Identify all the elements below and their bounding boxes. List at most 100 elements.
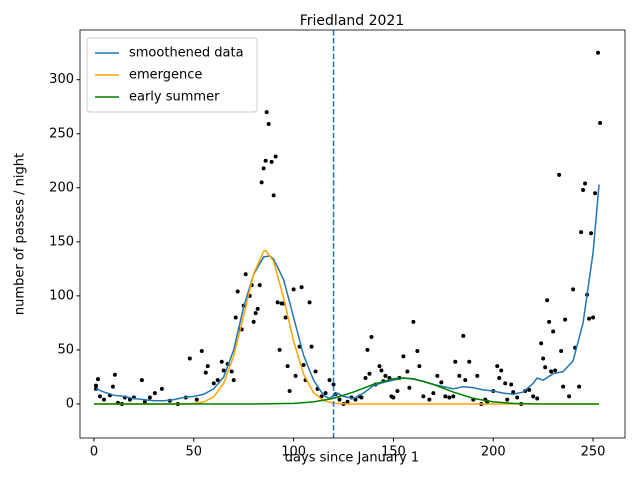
scatter-point [557, 172, 562, 177]
scatter-point [147, 395, 152, 400]
scatter-point [215, 378, 220, 383]
scatter-point [463, 378, 468, 383]
scatter-point [443, 394, 448, 399]
chart-title: Friedland 2021 [300, 13, 405, 29]
legend-label: smoothened data [129, 46, 244, 61]
scatter-point [275, 300, 280, 305]
scatter-point [331, 382, 336, 387]
x-tick-label: 250 [581, 445, 606, 460]
y-tick-label: 100 [49, 288, 74, 303]
scatter-point [395, 388, 400, 393]
scatter-point [475, 373, 480, 378]
scatter-point [139, 378, 144, 383]
scatter-point [299, 285, 304, 290]
x-tick-label: 50 [186, 445, 203, 460]
scatter-point [401, 354, 406, 359]
scatter-point [551, 329, 556, 334]
scatter-point [383, 373, 388, 378]
scatter-point [235, 289, 240, 294]
scatter-point [541, 356, 546, 361]
scatter-point [553, 368, 558, 373]
scatter-point [577, 384, 582, 389]
scatter-point [221, 368, 226, 373]
scatter-point [531, 394, 536, 399]
scatter-point [391, 395, 396, 400]
x-tick-label: 100 [281, 445, 306, 460]
scatter-point [263, 158, 268, 163]
scatter-point [411, 319, 416, 324]
legend-label: emergence [129, 68, 202, 83]
scatter-point [503, 381, 508, 386]
scatter-point [505, 397, 510, 402]
legend-label: early summer [129, 90, 220, 105]
scatter-point [495, 364, 500, 369]
scatter-point [233, 315, 238, 320]
scatter-point [243, 272, 248, 277]
scatter-point [379, 368, 384, 373]
scatter-point [194, 397, 199, 402]
scatter-point [345, 399, 350, 404]
scatter-point [563, 317, 568, 322]
x-tick-label: 0 [90, 445, 98, 460]
scatter-point [407, 385, 412, 390]
scatter-point [591, 315, 596, 320]
scatter-point [269, 159, 274, 164]
scatter-point [261, 166, 266, 171]
scatter-point [427, 397, 432, 402]
scatter-point [257, 283, 262, 288]
y-tick-label: 50 [57, 342, 74, 357]
scatter-point [431, 391, 436, 396]
x-tick-label: 200 [481, 445, 506, 460]
scatter-point [205, 364, 210, 369]
scatter-point [581, 187, 586, 192]
scatter-point [285, 364, 290, 369]
scatter-point [539, 341, 544, 346]
scatter-point [499, 368, 504, 373]
scatter-point [535, 396, 540, 401]
scatter-point [587, 316, 592, 321]
y-axis-label: number of passes / night [13, 153, 28, 315]
scatter-point [515, 395, 520, 400]
scatter-point [273, 154, 278, 159]
scatter-point [421, 394, 426, 399]
x-tick-label: 150 [381, 445, 406, 460]
scatter-point [101, 397, 106, 402]
scatter-point [549, 369, 554, 374]
scatter-point [467, 359, 472, 364]
y-tick-label: 0 [66, 396, 74, 411]
scatter-point [271, 193, 276, 198]
scatter-point [547, 319, 552, 324]
scatter-point [266, 122, 271, 127]
legend: smoothened data emergence early summer [86, 37, 258, 113]
scatter-point [509, 382, 514, 387]
scatter-point [596, 50, 601, 55]
scatter-point [579, 230, 584, 235]
scatter-point [337, 397, 342, 402]
scatter-point [142, 399, 147, 404]
scatter-point [415, 348, 420, 353]
y-tick-label: 200 [49, 180, 74, 195]
scatter-point [559, 348, 564, 353]
scatter-point [365, 347, 370, 352]
scatter-point [527, 387, 532, 392]
scatter-point [203, 370, 208, 375]
scatter-point [211, 381, 216, 386]
data-line [93, 249, 600, 405]
scatter-point [229, 369, 234, 374]
scatter-point [253, 311, 258, 316]
scatter-point [97, 394, 102, 399]
y-tick-label: 150 [49, 234, 74, 249]
scatter-point [439, 380, 444, 385]
legend-box [86, 37, 258, 113]
scatter-point [363, 376, 368, 381]
scatter-point [451, 394, 456, 399]
scatter-point [327, 378, 332, 383]
scatter-point [593, 191, 598, 196]
scatter-point [264, 110, 269, 115]
scatter-point [291, 287, 296, 292]
scatter-point [293, 373, 298, 378]
scatter-point [447, 395, 452, 400]
scatter-point [367, 371, 372, 376]
plot-frame [79, 29, 626, 439]
